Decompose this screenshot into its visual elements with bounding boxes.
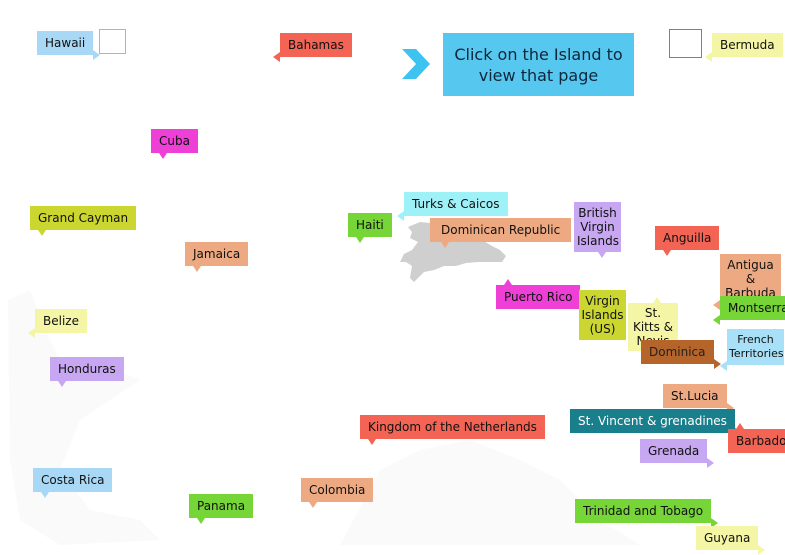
tag-label: Bermuda: [720, 38, 775, 52]
tag-label: Anguilla: [663, 231, 712, 245]
tag-virgin-islands-us[interactable]: Virgin Islands (US): [579, 290, 626, 340]
tag-costa-rica[interactable]: Costa Rica: [33, 468, 113, 498]
tag-label: Antigua & Barbuda: [725, 258, 776, 300]
instruction-banner: Click on the Island to view that page: [443, 33, 634, 96]
banner-text: Click on the Island to view that page: [454, 44, 623, 85]
tag-cuba[interactable]: Cuba: [151, 129, 198, 159]
tag-label: Cuba: [159, 134, 190, 148]
tag-puerto-rico[interactable]: Puerto Rico: [496, 279, 581, 309]
tag-honduras[interactable]: Honduras: [50, 357, 124, 387]
tag-barbados[interactable]: Barbados: [728, 423, 785, 453]
tag-label: Guyana: [704, 531, 751, 545]
tag-panama[interactable]: Panama: [189, 494, 254, 524]
tag-label: Trinidad and Tobago: [583, 504, 704, 518]
tag-label: Dominica: [649, 345, 706, 359]
tag-grenada[interactable]: Grenada: [640, 439, 715, 468]
tag-hawaii[interactable]: Hawaii: [37, 31, 101, 60]
tag-montserrat[interactable]: Montserrat: [712, 296, 785, 325]
tag-grand-cayman[interactable]: Grand Cayman: [30, 206, 137, 236]
tag-label: Haiti: [356, 218, 384, 232]
tag-label: Grand Cayman: [38, 211, 129, 225]
tag-dominica[interactable]: Dominica: [641, 340, 720, 369]
tag-french-territories[interactable]: French Territories: [720, 329, 784, 371]
tag-bermuda[interactable]: Bermuda: [705, 33, 783, 62]
tag-anguilla[interactable]: Anguilla: [655, 226, 720, 256]
south-america-land: [340, 440, 640, 545]
bermuda-frame-icon[interactable]: [669, 29, 702, 58]
tag-label: Honduras: [58, 362, 116, 376]
tag-label: St.Lucia: [671, 389, 719, 403]
tag-label: Jamaica: [193, 247, 241, 261]
tag-dominican-republic[interactable]: Dominican Republic: [430, 218, 572, 248]
tag-trinidad-tobago[interactable]: Trinidad and Tobago: [575, 499, 719, 528]
tag-label: Belize: [43, 314, 79, 328]
tag-belize[interactable]: Belize: [28, 309, 87, 338]
hispaniola-island[interactable]: [400, 222, 506, 282]
tag-label: Puerto Rico: [504, 290, 573, 304]
tag-label: Kingdom of the Netherlands: [368, 420, 537, 434]
tag-label: Virgin Islands (US): [581, 294, 624, 336]
chevron-right-icon: [402, 49, 430, 79]
tag-label: French Territories: [729, 333, 784, 360]
tag-st-vincent-grenadines[interactable]: St. Vincent & grenadines: [570, 409, 742, 438]
tag-british-virgin-islands[interactable]: British Virgin Islands: [574, 202, 621, 258]
hawaii-frame-icon[interactable]: [99, 29, 126, 54]
tag-label: Montserrat: [728, 301, 785, 315]
tag-label: Bahamas: [288, 38, 344, 52]
tag-label: Panama: [197, 499, 246, 513]
tag-jamaica[interactable]: Jamaica: [185, 242, 249, 272]
tag-label: British Virgin Islands: [577, 206, 619, 248]
tag-bahamas[interactable]: Bahamas: [273, 33, 352, 62]
tag-turks-caicos[interactable]: Turks & Caicos: [397, 192, 508, 221]
tag-label: Costa Rica: [41, 473, 105, 487]
tag-label: Dominican Republic: [441, 223, 561, 237]
tag-label: Turks & Caicos: [412, 197, 500, 211]
tag-label: Colombia: [309, 483, 366, 497]
tag-label: Hawaii: [45, 36, 86, 50]
tag-colombia[interactable]: Colombia: [301, 478, 374, 508]
tag-st-lucia[interactable]: St.Lucia: [663, 384, 733, 413]
tag-haiti[interactable]: Haiti: [348, 213, 392, 243]
tag-label: St. Vincent & grenadines: [578, 414, 727, 428]
tag-label: Barbados: [736, 434, 785, 448]
tag-kingdom-netherlands[interactable]: Kingdom of the Netherlands: [360, 415, 545, 445]
tag-guyana[interactable]: Guyana: [696, 526, 766, 555]
tag-label: Grenada: [648, 444, 700, 458]
